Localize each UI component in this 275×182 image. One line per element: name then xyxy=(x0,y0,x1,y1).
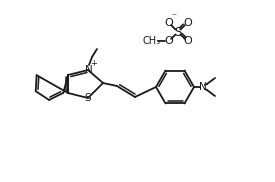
Text: O: O xyxy=(183,36,192,46)
Text: +: + xyxy=(90,60,97,68)
Text: O: O xyxy=(164,18,173,28)
Text: S: S xyxy=(85,93,91,103)
Text: S: S xyxy=(174,25,182,39)
Text: N: N xyxy=(199,82,207,92)
Text: CH₃: CH₃ xyxy=(142,36,161,46)
Text: O: O xyxy=(164,36,173,46)
Text: O: O xyxy=(183,18,192,28)
Text: N: N xyxy=(85,65,93,75)
Text: ⁻: ⁻ xyxy=(171,13,176,23)
